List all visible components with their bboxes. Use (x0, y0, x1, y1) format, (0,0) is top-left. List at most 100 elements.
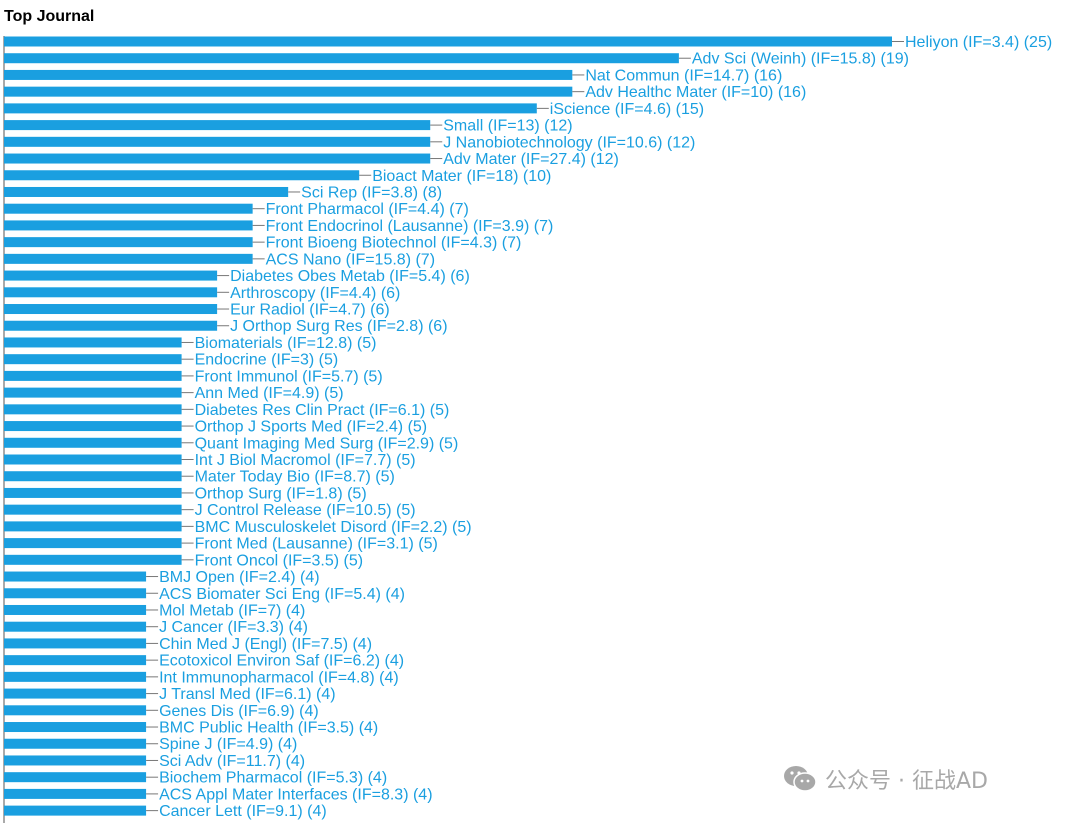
bar-5 (4, 120, 431, 131)
bar-39 (4, 688, 147, 699)
bar-label-40: Genes Dis (IF=6.9) (4) (159, 703, 319, 720)
bar-33 (4, 588, 147, 599)
bar-18 (4, 337, 182, 348)
bar-label-46: Cancer Lett (IF=9.1) (4) (159, 803, 327, 820)
bar-1 (4, 53, 679, 64)
bar-31 (4, 554, 182, 565)
bar-22 (4, 404, 182, 415)
bar-label-3: Adv Healthc Mater (IF=10) (16) (585, 84, 806, 101)
bar-label-8: Bioact Mater (IF=18) (10) (372, 168, 551, 185)
bar-9 (4, 186, 289, 197)
bar-label-37: Ecotoxicol Environ Saf (IF=6.2) (4) (159, 653, 404, 670)
bar-label-6: J Nanobiotechnology (IF=10.6) (12) (443, 134, 695, 151)
bar-24 (4, 437, 182, 448)
bar-label-24: Quant Imaging Med Surg (IF=2.9) (5) (195, 435, 459, 452)
bar-23 (4, 421, 182, 432)
bar-8 (4, 170, 360, 181)
bar-label-18: Biomaterials (IF=12.8) (5) (195, 335, 377, 352)
bar-label-0: Heliyon (IF=3.4) (25) (905, 34, 1052, 51)
wechat-icon (784, 766, 817, 792)
bar-label-34: Mol Metab (IF=7) (4) (159, 602, 305, 619)
bar-label-21: Ann Med (IF=4.9) (5) (195, 385, 344, 402)
bar-label-38: Int Immunopharmacol (IF=4.8) (4) (159, 669, 399, 686)
chart-title: Top Journal (4, 8, 95, 25)
watermark: 公众号 · 征战AD (783, 763, 988, 795)
bar-label-13: ACS Nano (IF=15.8) (7) (266, 251, 435, 268)
bar-11 (4, 220, 253, 231)
bar-16 (4, 304, 218, 315)
bar-44 (4, 772, 147, 783)
bar-label-25: Int J Biol Macromol (IF=7.7) (5) (195, 452, 416, 469)
bar-29 (4, 521, 182, 532)
bar-37 (4, 655, 147, 666)
bar-27 (4, 487, 182, 498)
bar-36 (4, 638, 147, 649)
bar-label-28: J Control Release (IF=10.5) (5) (195, 502, 416, 519)
bar-label-29: BMC Musculoskelet Disord (IF=2.2) (5) (195, 519, 472, 536)
bar-21 (4, 387, 182, 398)
bar-label-41: BMC Public Health (IF=3.5) (4) (159, 720, 378, 737)
bar-40 (4, 705, 147, 716)
bar-25 (4, 454, 182, 465)
bar-label-31: Front Oncol (IF=3.5) (5) (195, 552, 364, 569)
bar-label-42: Spine J (IF=4.9) (4) (159, 736, 297, 753)
bar-label-20: Front Immunol (IF=5.7) (5) (195, 368, 383, 385)
bar-3 (4, 86, 573, 97)
bar-19 (4, 354, 182, 365)
bar-42 (4, 738, 147, 749)
bar-2 (4, 69, 573, 80)
bar-17 (4, 320, 218, 331)
bars-group: Heliyon (IF=3.4) (25)Adv Sci (Weinh) (IF… (4, 34, 1052, 820)
bar-label-27: Orthop Surg (IF=1.8) (5) (195, 485, 367, 502)
bar-12 (4, 237, 253, 248)
bar-label-43: Sci Adv (IF=11.7) (4) (159, 753, 305, 770)
bar-20 (4, 370, 182, 381)
bar-26 (4, 471, 182, 482)
bar-label-17: J Orthop Surg Res (IF=2.8) (6) (230, 318, 447, 335)
bar-38 (4, 671, 147, 682)
bar-13 (4, 253, 253, 264)
bar-45 (4, 788, 147, 799)
bar-label-30: Front Med (Lausanne) (IF=3.1) (5) (195, 536, 438, 553)
bar-43 (4, 755, 147, 766)
bar-label-10: Front Pharmacol (IF=4.4) (7) (266, 201, 469, 218)
bar-label-35: J Cancer (IF=3.3) (4) (159, 619, 308, 636)
bar-32 (4, 571, 147, 582)
bar-label-12: Front Bioeng Biotechnol (IF=4.3) (7) (266, 235, 522, 252)
bar-41 (4, 722, 147, 733)
bar-label-5: Small (IF=13) (12) (443, 118, 572, 135)
bar-label-1: Adv Sci (Weinh) (IF=15.8) (19) (692, 51, 909, 68)
bar-30 (4, 538, 182, 549)
bar-label-15: Arthroscopy (IF=4.4) (6) (230, 285, 400, 302)
bar-label-33: ACS Biomater Sci Eng (IF=5.4) (4) (159, 586, 405, 603)
bar-0 (4, 36, 892, 47)
bar-label-23: Orthop J Sports Med (IF=2.4) (5) (195, 419, 428, 436)
bar-label-4: iScience (IF=4.6) (15) (550, 101, 704, 118)
bar-label-22: Diabetes Res Clin Pract (IF=6.1) (5) (195, 402, 450, 419)
bar-34 (4, 604, 147, 615)
bar-label-16: Eur Radiol (IF=4.7) (6) (230, 302, 390, 319)
bar-7 (4, 153, 431, 164)
bar-label-36: Chin Med J (Engl) (IF=7.5) (4) (159, 636, 372, 653)
bar-6 (4, 136, 431, 147)
bar-label-11: Front Endocrinol (Lausanne) (IF=3.9) (7) (266, 218, 554, 235)
bar-10 (4, 203, 253, 214)
bar-label-32: BMJ Open (IF=2.4) (4) (159, 569, 320, 586)
bar-label-7: Adv Mater (IF=27.4) (12) (443, 151, 619, 168)
bar-label-14: Diabetes Obes Metab (IF=5.4) (6) (230, 268, 470, 285)
bar-label-26: Mater Today Bio (IF=8.7) (5) (195, 469, 395, 486)
bar-35 (4, 621, 147, 632)
bar-label-2: Nat Commun (IF=14.7) (16) (585, 67, 782, 84)
bar-46 (4, 805, 147, 816)
bar-label-39: J Transl Med (IF=6.1) (4) (159, 686, 336, 703)
bar-label-44: Biochem Pharmacol (IF=5.3) (4) (159, 770, 387, 787)
bar-label-19: Endocrine (IF=3) (5) (195, 352, 339, 369)
bar-14 (4, 270, 218, 281)
bar-label-45: ACS Appl Mater Interfaces (IF=8.3) (4) (159, 786, 432, 803)
bar-label-9: Sci Rep (IF=3.8) (8) (301, 184, 442, 201)
watermark-text: 公众号 · 征战AD (825, 769, 988, 794)
bar-4 (4, 103, 537, 114)
bar-28 (4, 504, 182, 515)
bar-15 (4, 287, 218, 298)
